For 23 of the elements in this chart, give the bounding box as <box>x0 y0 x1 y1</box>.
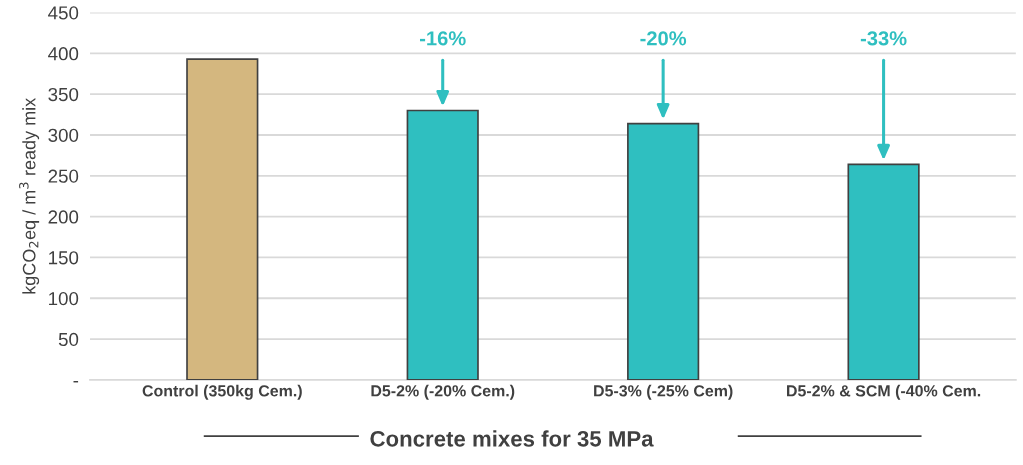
x-tick-label: D5-3% (-25% Cem) <box>594 384 733 400</box>
y-tick-label: 100 <box>49 291 79 306</box>
x-axis-title: Concrete mixes for 35 MPa <box>370 430 654 447</box>
y-tick-label: 150 <box>49 251 79 265</box>
bar <box>186 58 259 380</box>
annotation: -20% <box>640 31 687 46</box>
y-tick-label: 50 <box>58 332 79 347</box>
annotation: -33% <box>860 31 907 46</box>
x-tick-label: D5-2% & SCM (-40% Cem. <box>787 384 981 400</box>
y-tick-label: 350 <box>48 87 79 102</box>
y-tick-label: 300 <box>48 128 79 142</box>
bar <box>627 122 700 380</box>
bar <box>847 163 920 380</box>
y-tick-label: 450 <box>48 6 79 20</box>
y-tick-label: 200 <box>48 210 79 224</box>
y-tick-label: 250 <box>48 169 79 183</box>
y-axis-title: kgCO$_{2}$eq / m$^{3}$ ready mix <box>19 97 40 294</box>
bar <box>406 109 479 380</box>
y-tick-label: - <box>73 380 79 383</box>
annotation: -16% <box>420 31 466 46</box>
y-tick-label: 400 <box>48 47 79 61</box>
x-tick-label: Control (350kg Cem.) <box>142 384 302 400</box>
x-tick-label: D5-2% (-20% Cem.) <box>371 384 515 400</box>
